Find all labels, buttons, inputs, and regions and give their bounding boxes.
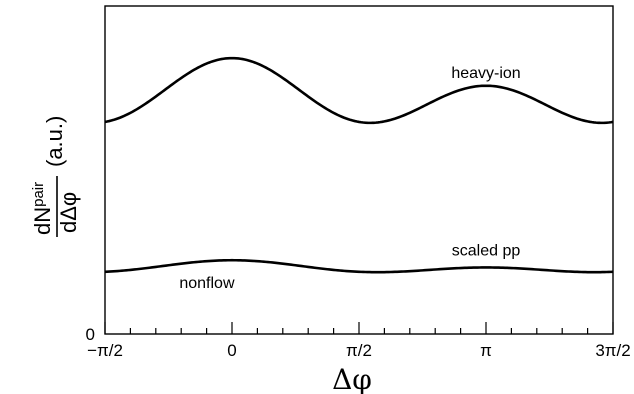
y-axis-numerator-main: dN [30, 207, 55, 235]
annotation-scaled-pp: scaled pp [452, 242, 521, 259]
y-axis-unit: (a.u.) [42, 116, 67, 167]
x-axis-label: Δφ [332, 363, 372, 394]
curves [104, 56, 614, 274]
series-line-heavy-ion [104, 56, 614, 125]
annotation-heavy-ion: heavy-ion [451, 65, 520, 82]
x-axis-title: Δφ [332, 363, 372, 394]
y-tick-label: 0 [86, 325, 95, 344]
y-axis-denominator: dΔφ [56, 192, 81, 233]
x-tick-label: π [480, 341, 492, 360]
x-tick-label: 0 [227, 341, 236, 360]
y-axis-label: dNpair dΔφ (a.u.) [30, 116, 81, 237]
x-tick-label: 3π/2 [595, 341, 630, 360]
annotation-nonflow: nonflow [179, 275, 235, 292]
x-ticks: −π/2 0 π/2 π 3π/2 [87, 322, 631, 360]
series-line-scaled-pp [104, 258, 614, 274]
annotations: heavy-ion scaled pp nonflow [179, 65, 520, 292]
y-axis-numerator: dNpair [30, 182, 55, 235]
x-tick-label: π/2 [346, 341, 372, 360]
y-axis-numerator-sub: pair [30, 182, 47, 207]
x-tick-label: −π/2 [87, 341, 123, 360]
y-ticks: 0 [86, 325, 95, 344]
